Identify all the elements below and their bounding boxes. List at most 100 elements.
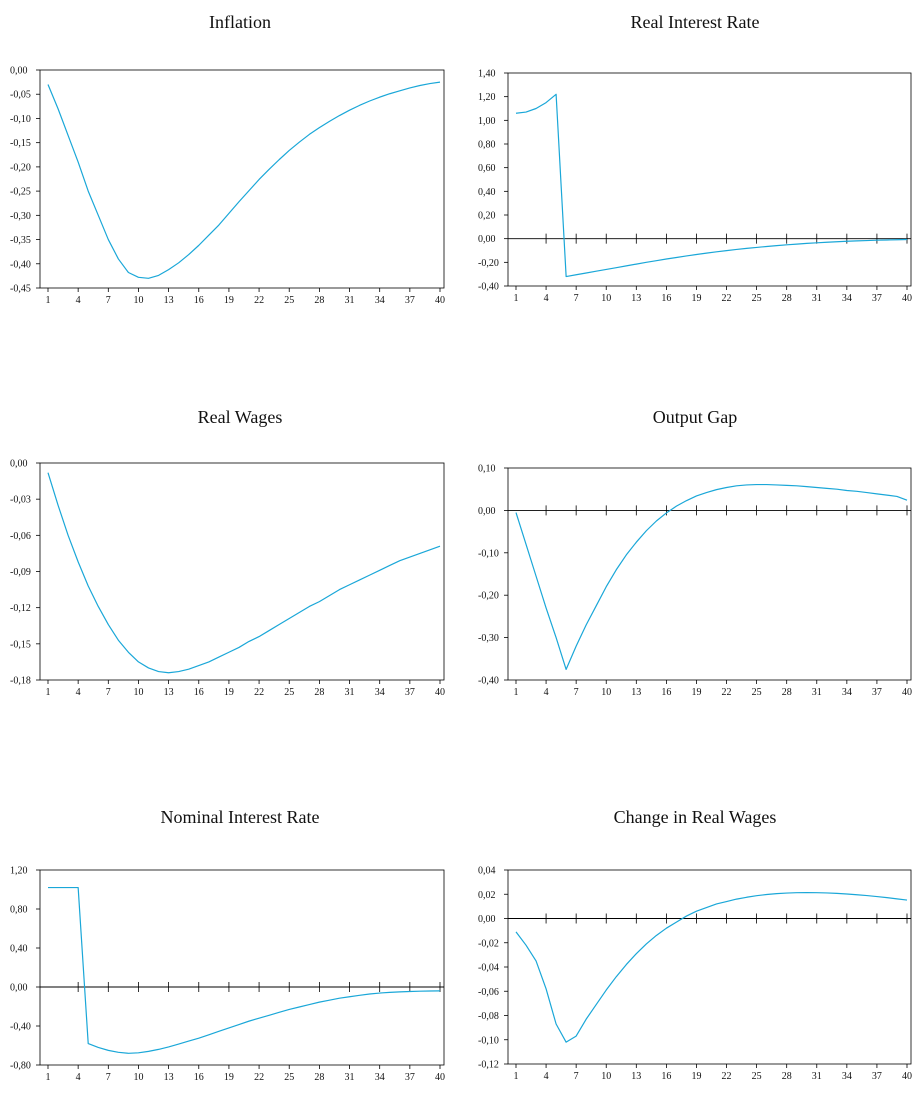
y-tick-label: -0,10	[478, 1035, 499, 1046]
x-tick-label: 22	[254, 1072, 264, 1083]
y-tick-label: -0,05	[10, 90, 31, 101]
y-tick-label: 0,00	[10, 459, 28, 470]
x-tick-label: 19	[224, 1072, 234, 1083]
y-tick-label: 0,00	[478, 506, 496, 517]
x-tick-label: 34	[842, 687, 852, 698]
x-tick-label: 10	[133, 295, 143, 306]
x-tick-label: 19	[224, 295, 234, 306]
y-tick-label: 1,00	[478, 116, 496, 127]
y-tick-label: -0,10	[10, 114, 31, 125]
chart-svg: 1,20 0,80 0,40 0,00 -0,40 -0,80 1 4 7 10 13 16 19 22 2…	[10, 866, 445, 1084]
y-tick-label: 0,20	[478, 211, 496, 222]
y-tick-label: -0,40	[10, 259, 31, 270]
x-tick-label: 28	[782, 1071, 792, 1082]
x-tick-label: 31	[345, 687, 355, 698]
plot-frame	[39, 869, 445, 1066]
x-tick-label: 34	[375, 1072, 385, 1083]
y-tick-label: -0,18	[10, 676, 31, 687]
x-tick-label: 7	[106, 1072, 111, 1083]
x-tick-label: 31	[812, 293, 822, 304]
chart-inflation: Inflation 0,00 -0,05 -0,10 -0,15 -0,20 -0,25 -…	[0, 0, 458, 307]
x-tick-label: 40	[435, 1072, 445, 1083]
x-tick-label: 10	[601, 1071, 611, 1082]
y-tick-label: -0,40	[10, 1022, 31, 1033]
x-tick-label: 37	[872, 1071, 882, 1082]
chart-title: Nominal Interest Rate	[160, 807, 320, 827]
y-tick-label: -0,02	[478, 938, 499, 949]
y-tick-label: -0,45	[10, 284, 31, 295]
x-tick-label: 4	[544, 687, 549, 698]
x-tick-label: 19	[691, 687, 701, 698]
series-line	[515, 483, 908, 670]
y-tick-label: -0,20	[10, 162, 31, 173]
x-tick-label: 13	[164, 1072, 174, 1083]
x-tick-label: 34	[375, 295, 385, 306]
series-line	[47, 472, 441, 674]
x-tick-label: 19	[691, 293, 701, 304]
plot-frame	[507, 72, 912, 287]
x-tick-label: 1	[46, 295, 51, 306]
chart-real-wages: Real Wages 0,00 -0,03 -0,06 -0,09 -0,12 -0,15…	[0, 395, 458, 705]
x-tick-label: 22	[722, 293, 732, 304]
x-tick-label: 19	[691, 1071, 701, 1082]
y-tick-label: -0,30	[478, 633, 499, 644]
x-tick-label: 7	[106, 295, 111, 306]
x-tick-label: 16	[194, 687, 204, 698]
x-tick-label: 25	[752, 293, 762, 304]
y-tick-label: 0,00	[10, 983, 28, 994]
x-tick-label: 25	[752, 687, 762, 698]
x-tick-label: 37	[872, 687, 882, 698]
y-tick-label: 0,60	[478, 163, 496, 174]
y-tick-label: 0,40	[10, 944, 28, 955]
y-tick-label: -0,04	[478, 963, 499, 974]
x-tick-label: 16	[661, 687, 671, 698]
plot-frame	[39, 462, 445, 681]
x-tick-label: 13	[631, 1071, 641, 1082]
x-tick-label: 37	[405, 295, 415, 306]
x-tick-label: 16	[661, 1071, 671, 1082]
x-tick-label: 34	[842, 1071, 852, 1082]
x-tick-label: 40	[435, 295, 445, 306]
y-tick-label: -0,40	[478, 282, 499, 293]
x-tick-label: 25	[284, 1072, 294, 1083]
x-tick-label: 37	[405, 1072, 415, 1083]
x-tick-label: 37	[872, 293, 882, 304]
x-tick-label: 19	[224, 687, 234, 698]
x-tick-label: 37	[405, 687, 415, 698]
y-tick-label: 0,02	[478, 890, 496, 901]
chart-output-gap: Output Gap 0,10 0,00 -0,10 -0,20 -0,30 -0,40 1…	[460, 395, 917, 705]
chart-title: Change in Real Wages	[613, 807, 777, 827]
chart-svg: 1,40 1,20 1,00 0,80 0,60 0,40 0,20 0,00 -0,20 -0,…	[478, 69, 912, 305]
x-tick-label: 40	[902, 1071, 912, 1082]
chart-title: Output Gap	[652, 407, 738, 427]
x-tick-label: 28	[782, 293, 792, 304]
x-tick-label: 4	[76, 295, 81, 306]
plot-frame	[507, 869, 912, 1065]
x-tick-label: 22	[254, 295, 264, 306]
x-tick-label: 31	[345, 295, 355, 306]
chart-title: Inflation	[209, 12, 271, 32]
y-tick-label: 0,10	[478, 464, 496, 475]
x-tick-label: 4	[544, 1071, 549, 1082]
x-tick-label: 25	[284, 295, 294, 306]
x-tick-label: 28	[314, 687, 324, 698]
x-tick-label: 40	[902, 687, 912, 698]
chart-nominal-interest-rate: Nominal Interest Rate 1,20 0,80 0,40 0,00 -0…	[0, 795, 458, 1103]
chart-title: Real Wages	[197, 407, 283, 427]
x-tick-label: 1	[514, 1071, 519, 1082]
x-tick-label: 13	[164, 687, 174, 698]
chart-svg: 0,00 -0,05 -0,10 -0,15 -0,20 -0,25 -0,30 -0,35 -…	[10, 66, 445, 307]
x-tick-label: 10	[601, 293, 611, 304]
x-tick-label: 1	[46, 1072, 51, 1083]
y-tick-label: -0,09	[10, 567, 31, 578]
x-tick-label: 7	[574, 1071, 579, 1082]
x-tick-label: 7	[574, 293, 579, 304]
y-tick-label: 1,20	[10, 866, 28, 877]
y-tick-label: 0,00	[478, 234, 496, 245]
x-tick-label: 10	[601, 687, 611, 698]
x-tick-label: 40	[902, 293, 912, 304]
x-tick-label: 13	[631, 293, 641, 304]
series-line	[515, 93, 908, 278]
y-tick-label: -0,20	[478, 591, 499, 602]
chart-real-interest-rate: Real Interest Rate 1,40 1,20 1,00 0,80 0,60 0…	[460, 0, 917, 305]
